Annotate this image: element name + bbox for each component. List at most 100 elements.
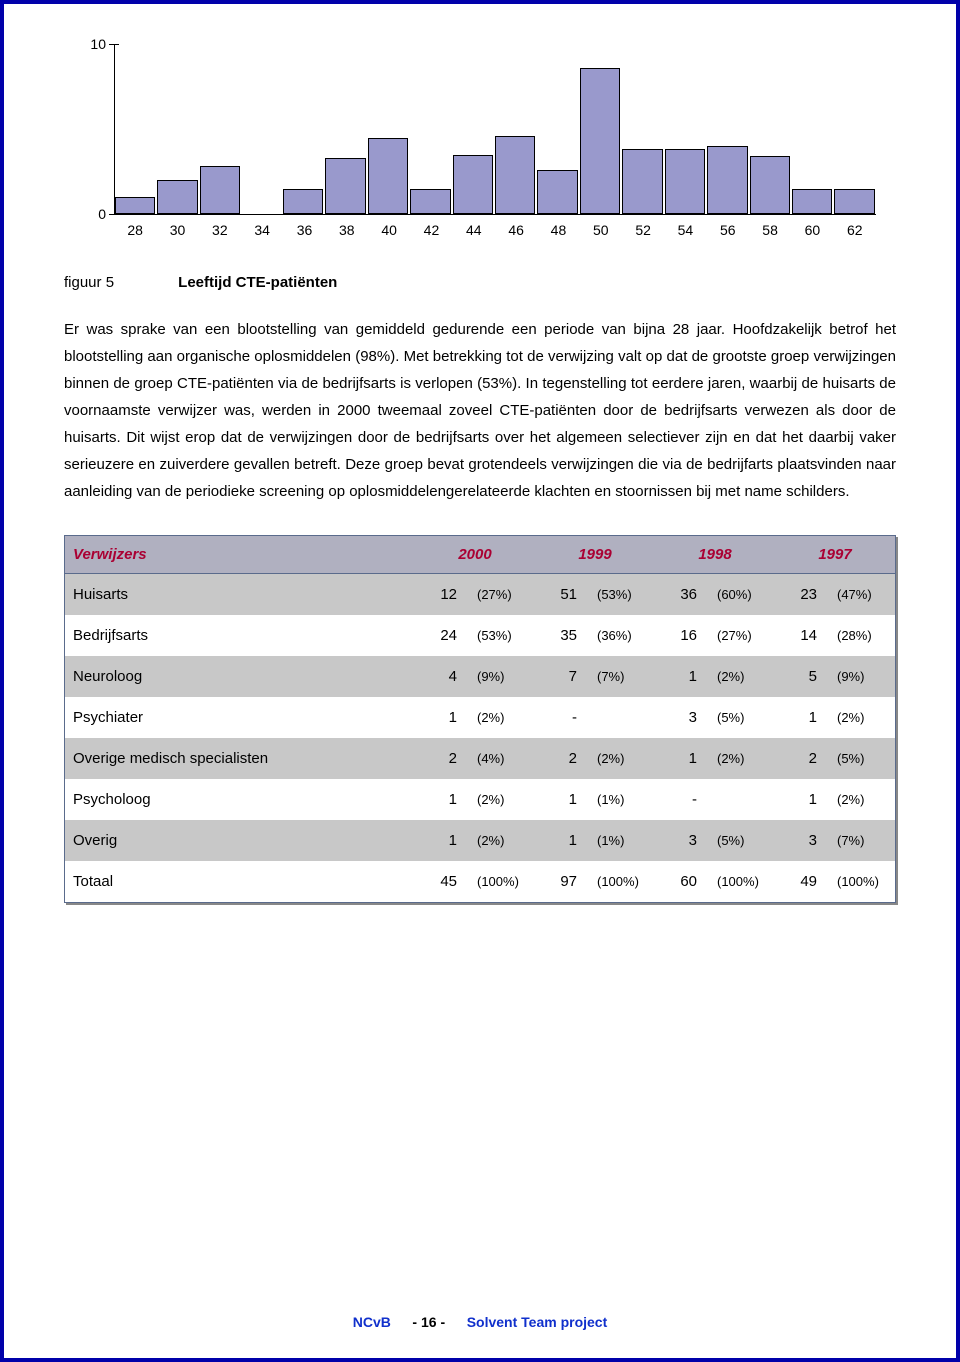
cell-value: 36 — [655, 574, 705, 616]
y-tick-10: 10 — [90, 36, 106, 52]
table-row: Psycholoog1(2%)1(1%)-1(2%) — [65, 779, 895, 820]
bar — [750, 156, 790, 214]
cell-value: 1 — [775, 779, 825, 820]
row-label: Bedrijfsarts — [65, 615, 415, 656]
cell-value: 7 — [535, 656, 585, 697]
bar — [453, 155, 493, 215]
x-label: 46 — [495, 222, 537, 238]
figure-number: figuur 5 — [64, 274, 174, 291]
bar — [665, 149, 705, 214]
table-row: Huisarts12(27%)51(53%)36(60%)23(47%) — [65, 574, 895, 616]
header-label: Verwijzers — [65, 536, 415, 574]
bar — [580, 68, 620, 214]
row-label: Overig — [65, 820, 415, 861]
bar — [622, 149, 662, 214]
bar — [115, 197, 155, 214]
cell-percent: (100%) — [585, 861, 655, 902]
header-year: 1998 — [655, 536, 775, 574]
cell-percent: (2%) — [825, 697, 895, 738]
bar — [537, 170, 577, 214]
cell-value: 12 — [415, 574, 465, 616]
table-row: Neuroloog4(9%)7(7%)1(2%)5(9%) — [65, 656, 895, 697]
cell-percent — [585, 697, 655, 738]
cell-percent: (9%) — [465, 656, 535, 697]
header-year: 1999 — [535, 536, 655, 574]
cell-percent: (1%) — [585, 820, 655, 861]
table-body: Huisarts12(27%)51(53%)36(60%)23(47%)Bedr… — [65, 574, 895, 903]
x-label: 32 — [199, 222, 241, 238]
cell-value: 16 — [655, 615, 705, 656]
cell-value: 2 — [775, 738, 825, 779]
cell-value: 1 — [775, 697, 825, 738]
cell-percent: (100%) — [825, 861, 895, 902]
cell-value: 49 — [775, 861, 825, 902]
page-suffix: - — [440, 1314, 445, 1330]
footer-left: NCvB — [353, 1314, 391, 1330]
body-paragraph: Er was sprake van een blootstelling van … — [64, 316, 896, 505]
x-label: 42 — [410, 222, 452, 238]
cell-value: 2 — [415, 738, 465, 779]
bar — [495, 136, 535, 214]
cell-value: - — [655, 779, 705, 820]
cell-percent: (2%) — [585, 738, 655, 779]
row-label: Psychiater — [65, 697, 415, 738]
cell-value: 1 — [415, 697, 465, 738]
bar — [707, 146, 747, 214]
cell-percent: (53%) — [585, 574, 655, 616]
cell-percent: (4%) — [465, 738, 535, 779]
header-year: 1997 — [775, 536, 895, 574]
x-label: 62 — [834, 222, 876, 238]
cell-percent: (28%) — [825, 615, 895, 656]
x-label: 44 — [453, 222, 495, 238]
cell-value: - — [535, 697, 585, 738]
cell-percent: (5%) — [825, 738, 895, 779]
cell-percent: (2%) — [465, 820, 535, 861]
table-row: Overig1(2%)1(1%)3(5%)3(7%) — [65, 820, 895, 861]
cell-value: 60 — [655, 861, 705, 902]
row-label: Totaal — [65, 861, 415, 902]
referrers-table: Verwijzers 2000 1999 1998 1997 Huisarts1… — [65, 536, 895, 902]
x-label: 58 — [749, 222, 791, 238]
cell-percent — [705, 779, 775, 820]
cell-value: 14 — [775, 615, 825, 656]
cell-percent: (5%) — [705, 697, 775, 738]
bar — [792, 189, 832, 215]
cell-value: 35 — [535, 615, 585, 656]
cell-value: 3 — [655, 820, 705, 861]
row-label: Neuroloog — [65, 656, 415, 697]
table-row: Psychiater1(2%)-3(5%)1(2%) — [65, 697, 895, 738]
cell-value: 4 — [415, 656, 465, 697]
row-label: Overige medisch specialisten — [65, 738, 415, 779]
cell-percent: (27%) — [705, 615, 775, 656]
page: 10 0 28303234363840424446485052545658606… — [0, 0, 960, 1362]
cell-percent: (47%) — [825, 574, 895, 616]
table-row: Overige medisch specialisten2(4%)2(2%)1(… — [65, 738, 895, 779]
footer-right: Solvent Team project — [467, 1314, 608, 1330]
x-label: 60 — [791, 222, 833, 238]
header-year: 2000 — [415, 536, 535, 574]
cell-percent: (2%) — [705, 738, 775, 779]
x-label: 34 — [241, 222, 283, 238]
x-label: 36 — [283, 222, 325, 238]
page-num: 16 — [421, 1314, 437, 1330]
cell-value: 45 — [415, 861, 465, 902]
table-row: Totaal45(100%)97(100%)60(100%)49(100%) — [65, 861, 895, 902]
bar — [834, 189, 874, 215]
table-header-row: Verwijzers 2000 1999 1998 1997 — [65, 536, 895, 574]
cell-percent: (1%) — [585, 779, 655, 820]
x-label: 28 — [114, 222, 156, 238]
cell-percent: (27%) — [465, 574, 535, 616]
x-label: 38 — [326, 222, 368, 238]
referrers-table-wrap: Verwijzers 2000 1999 1998 1997 Huisarts1… — [64, 535, 896, 903]
x-label: 30 — [156, 222, 198, 238]
cell-percent: (60%) — [705, 574, 775, 616]
x-axis-line — [114, 214, 876, 215]
cell-value: 51 — [535, 574, 585, 616]
row-label: Huisarts — [65, 574, 415, 616]
cell-value: 1 — [655, 738, 705, 779]
figure-caption: figuur 5 Leeftijd CTE-patiënten — [64, 274, 896, 291]
bar — [200, 166, 240, 214]
bar — [410, 189, 450, 215]
x-label: 54 — [664, 222, 706, 238]
cell-value: 3 — [775, 820, 825, 861]
